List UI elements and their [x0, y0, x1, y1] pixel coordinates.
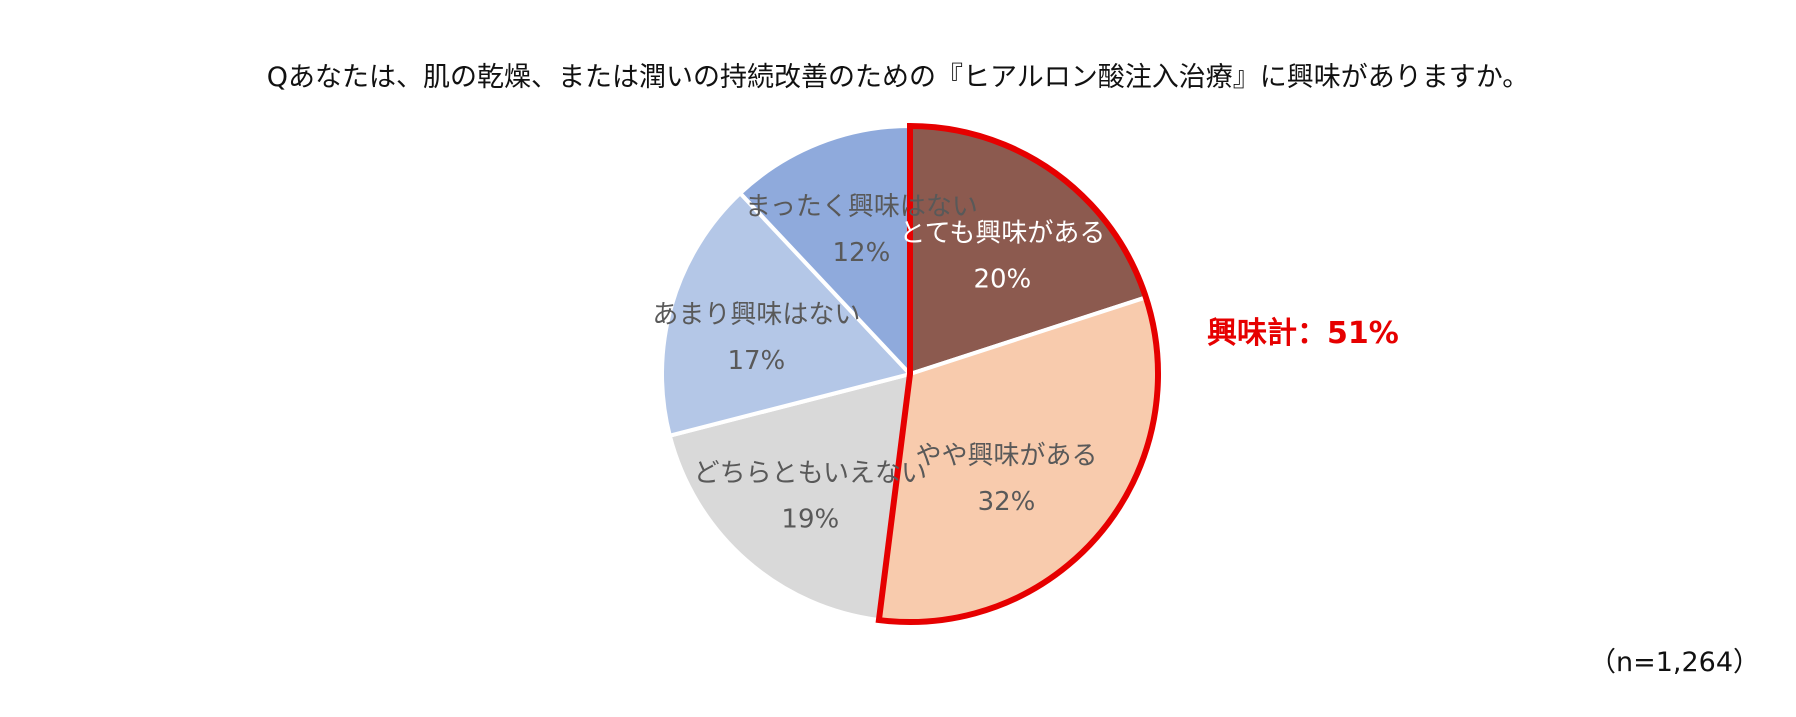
- slice-value-label-4: 12%: [832, 238, 890, 268]
- slice-label-1: やや興味がある: [915, 441, 1097, 471]
- pie-slice-4: [738, 124, 912, 376]
- slice-label-0: とても興味がある: [899, 219, 1105, 249]
- slice-label-2: どちらともいえない: [694, 458, 927, 488]
- slice-value-label-2: 19%: [781, 504, 839, 534]
- highlight-group: 興味計：51%: [875, 122, 1399, 625]
- highlight-outline: [875, 122, 1161, 625]
- slice-label-3: あまり興味はない: [652, 300, 860, 330]
- pie-labels: とても興味がある 20% やや興味がある 32% どちらともいえない 19% あまり興味はな…: [652, 192, 1105, 534]
- sample-size-note: （n=1,264）: [1588, 647, 1760, 678]
- slice-value-label-3: 17%: [727, 346, 785, 376]
- pie-slice-3: [660, 191, 912, 438]
- slice-value-label-1: 32%: [978, 487, 1036, 517]
- highlight-total-label: 興味計：51%: [1207, 316, 1399, 351]
- pie-slice-2: [667, 372, 912, 623]
- chart-title: Qあなたは、肌の乾燥、または潤いの持続改善のための『ヒアルロン酸注入治療』に興味…: [266, 62, 1530, 93]
- slice-value-label-0: 20%: [973, 265, 1031, 295]
- slice-label-4: まったく興味はない: [745, 192, 978, 222]
